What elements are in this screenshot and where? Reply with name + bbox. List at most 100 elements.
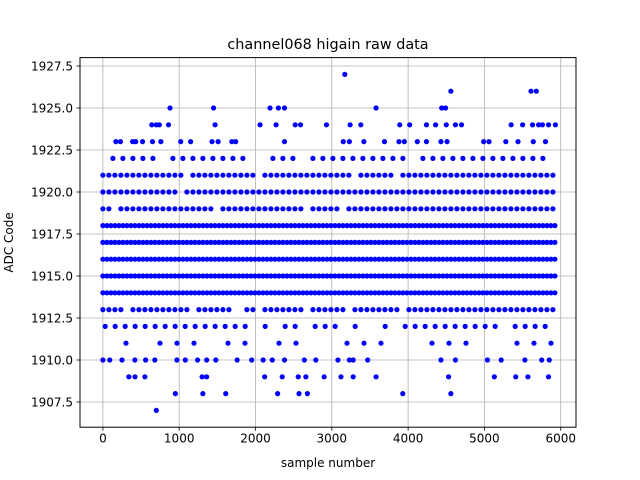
data-point bbox=[460, 290, 466, 296]
data-point bbox=[208, 172, 214, 178]
data-point bbox=[128, 273, 134, 279]
data-point bbox=[244, 290, 250, 296]
data-point bbox=[442, 172, 448, 178]
data-point bbox=[528, 88, 534, 94]
data-point bbox=[460, 155, 466, 161]
data-point bbox=[492, 290, 498, 296]
data-point bbox=[229, 139, 235, 145]
data-point bbox=[376, 223, 382, 229]
data-point bbox=[332, 290, 338, 296]
data-point bbox=[480, 155, 486, 161]
data-point bbox=[292, 223, 298, 229]
data-point bbox=[100, 239, 106, 245]
data-point bbox=[100, 290, 106, 296]
data-point bbox=[520, 172, 526, 178]
data-point bbox=[454, 206, 460, 212]
data-point bbox=[446, 340, 452, 346]
data-point bbox=[100, 189, 106, 195]
data-point bbox=[256, 256, 262, 262]
data-point bbox=[208, 290, 214, 296]
data-point bbox=[476, 256, 482, 262]
data-point bbox=[448, 223, 454, 229]
data-point bbox=[516, 256, 522, 262]
data-point bbox=[172, 391, 178, 397]
data-point bbox=[490, 206, 496, 212]
data-point bbox=[472, 307, 478, 313]
data-point bbox=[488, 256, 494, 262]
data-point bbox=[484, 223, 490, 229]
data-point bbox=[110, 155, 116, 161]
data-point bbox=[454, 307, 460, 313]
data-point bbox=[112, 323, 118, 329]
data-point bbox=[536, 290, 542, 296]
data-point bbox=[292, 307, 298, 313]
data-point bbox=[264, 273, 270, 279]
data-point bbox=[320, 290, 326, 296]
x-tick-label: 3000 bbox=[317, 432, 348, 446]
data-point bbox=[334, 172, 340, 178]
data-point bbox=[142, 323, 148, 329]
data-point bbox=[154, 206, 160, 212]
data-point bbox=[346, 206, 352, 212]
data-point bbox=[260, 239, 266, 245]
data-point bbox=[272, 290, 278, 296]
data-point bbox=[208, 307, 214, 313]
data-point bbox=[346, 357, 352, 363]
data-point bbox=[542, 139, 549, 145]
x-tick-label: 5000 bbox=[469, 432, 500, 446]
data-point bbox=[544, 172, 550, 178]
data-point bbox=[458, 122, 465, 128]
data-point bbox=[107, 357, 113, 363]
data-point bbox=[250, 206, 256, 212]
data-point bbox=[112, 239, 118, 245]
data-point bbox=[372, 273, 378, 279]
data-point bbox=[392, 223, 398, 229]
data-point bbox=[226, 307, 232, 313]
data-point bbox=[436, 273, 442, 279]
data-point bbox=[100, 223, 106, 229]
data-point bbox=[148, 290, 154, 296]
data-point bbox=[248, 273, 254, 279]
data-point bbox=[500, 290, 506, 296]
data-point bbox=[344, 239, 350, 245]
data-point bbox=[338, 374, 344, 380]
data-point bbox=[272, 223, 278, 229]
data-point bbox=[204, 256, 210, 262]
data-point bbox=[460, 206, 466, 212]
data-point bbox=[400, 223, 406, 229]
data-point bbox=[196, 223, 202, 229]
data-point bbox=[382, 323, 388, 329]
data-point bbox=[130, 172, 136, 178]
data-point bbox=[148, 256, 154, 262]
data-point bbox=[532, 307, 538, 313]
data-point bbox=[244, 239, 250, 245]
data-point bbox=[236, 256, 242, 262]
data-point bbox=[140, 155, 146, 161]
data-point bbox=[488, 239, 494, 245]
data-point bbox=[190, 189, 196, 195]
data-point bbox=[552, 273, 558, 279]
data-point bbox=[544, 290, 550, 296]
data-point bbox=[142, 172, 148, 178]
data-point bbox=[260, 223, 266, 229]
data-point bbox=[130, 206, 136, 212]
data-point bbox=[149, 139, 156, 145]
data-point bbox=[520, 290, 526, 296]
data-point bbox=[196, 172, 202, 178]
data-point bbox=[304, 391, 310, 397]
data-point bbox=[150, 155, 156, 161]
data-point bbox=[528, 290, 534, 296]
data-point bbox=[225, 340, 231, 346]
data-point bbox=[282, 323, 288, 329]
data-point bbox=[530, 139, 536, 145]
data-point bbox=[106, 172, 112, 178]
data-point bbox=[143, 357, 149, 363]
data-point bbox=[304, 256, 310, 262]
data-point bbox=[276, 340, 282, 346]
data-point bbox=[422, 323, 428, 329]
data-point bbox=[340, 223, 346, 229]
data-point bbox=[212, 323, 218, 329]
data-point bbox=[520, 239, 526, 245]
data-point bbox=[100, 256, 106, 262]
